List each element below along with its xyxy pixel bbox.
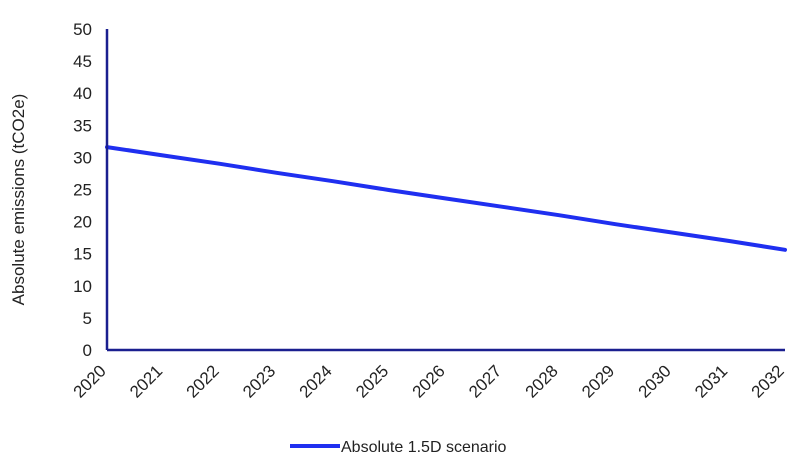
- legend: Absolute 1.5D scenario: [290, 439, 507, 456]
- y-tick-label: 25: [73, 181, 92, 200]
- y-tick-label: 10: [73, 277, 92, 296]
- x-tick-label: 2024: [296, 361, 336, 401]
- y-tick-label: 0: [83, 341, 92, 360]
- series-line-0: [105, 145, 787, 252]
- x-tick-label: 2030: [635, 361, 675, 401]
- x-tick-label: 2028: [522, 361, 562, 401]
- x-tick-label: 2031: [691, 361, 731, 401]
- x-tick-label: 2026: [409, 361, 449, 401]
- y-tick-label: 30: [73, 148, 92, 167]
- x-tick-label: 2025: [352, 361, 392, 401]
- y-tick-label: 15: [73, 245, 92, 264]
- y-tick-label: 45: [73, 52, 92, 71]
- y-tick-label: 40: [73, 84, 92, 103]
- y-tick-label: 50: [73, 20, 92, 39]
- y-axis-ticks: 0 5 10 15 20 25 30 35 40 45 50: [73, 20, 92, 360]
- x-tick-label: 2027: [465, 361, 505, 401]
- x-tick-label: 2021: [126, 361, 166, 401]
- x-axis-ticks: 2020 2021 2022 2023 2024 2025 2026 2027 2028 2029…: [70, 361, 788, 401]
- x-tick-label: 2020: [70, 361, 110, 401]
- x-tick-label: 2023: [239, 361, 279, 401]
- legend-label: Absolute 1.5D scenario: [341, 439, 507, 456]
- y-axis-title: Absolute emissions (tCO2e): [9, 94, 28, 306]
- series-layer: [105, 145, 787, 252]
- x-tick-label: 2029: [578, 361, 618, 401]
- y-tick-label: 20: [73, 213, 92, 232]
- x-tick-label: 2022: [183, 361, 223, 401]
- y-tick-label: 5: [83, 309, 92, 328]
- x-tick-label: 2032: [748, 361, 788, 401]
- y-tick-label: 35: [73, 116, 92, 135]
